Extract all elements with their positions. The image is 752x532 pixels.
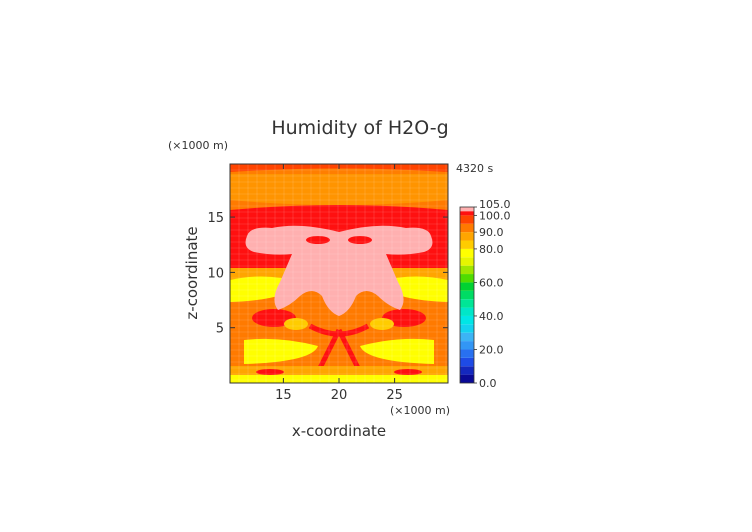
colorbar-swatch [460, 374, 474, 383]
time-label: 4320 s [456, 162, 493, 175]
colorbar-swatch [460, 332, 474, 342]
y-axis-ticks: 5 10 15 [207, 211, 448, 337]
colorbar-swatch [460, 257, 474, 266]
saturated-cloud [245, 225, 433, 316]
bottom-red-spot-left [256, 369, 284, 375]
gold-spot-right [370, 318, 394, 330]
y-axis-label: z-coordinate [183, 226, 201, 319]
bottom-red-spot-right [394, 369, 422, 375]
plot-grid [230, 164, 448, 383]
colorbar-swatch [460, 248, 474, 258]
y-tick-label: 5 [216, 322, 224, 337]
x-tick-label: 15 [275, 388, 292, 403]
colorbar-label: 100.0 [479, 209, 511, 222]
x-tick-label: 20 [331, 388, 348, 403]
colorbar-frame [459, 206, 475, 384]
y-unit-label: (×1000 m) [168, 139, 228, 152]
central-red-structure [308, 323, 370, 374]
colorbar-swatch [460, 349, 474, 358]
anvil-spot-right [348, 236, 372, 244]
upper-cap-band [230, 168, 448, 205]
colorbar-label: 90.0 [479, 226, 504, 239]
colorbar-swatch [460, 341, 474, 350]
colorbar-swatch [460, 232, 474, 241]
colorbar-swatch [460, 282, 474, 291]
colorbar-swatch [460, 223, 474, 233]
y-tick-label: 15 [207, 211, 224, 226]
x-unit-label: (×1000 m) [390, 404, 450, 417]
heatmap-field [230, 164, 448, 383]
yellow-right-lower [360, 338, 434, 364]
x-axis-ticks: 15 20 25 [275, 164, 403, 403]
colorbar-swatch [460, 240, 474, 249]
x-axis-label: x-coordinate [292, 422, 386, 440]
colorbar-swatch [460, 315, 474, 325]
chart-title: Humidity of H2O-g [271, 117, 448, 139]
colorbar-label: 40.0 [479, 310, 504, 323]
colorbar-swatch [460, 207, 474, 212]
y-tick-label: 10 [207, 266, 224, 281]
colorbar-swatch [460, 215, 474, 224]
bottom-orange-band [230, 366, 448, 376]
colorbar-swatch [460, 265, 474, 275]
x-tick-label: 25 [386, 388, 403, 403]
colorbar-label: 80.0 [479, 243, 504, 256]
anvil-spot-left [306, 236, 330, 244]
yellow-left-lower [244, 338, 318, 364]
colorbar-swatch [460, 357, 474, 367]
colorbar-swatch [460, 274, 474, 283]
colorbar-swatch [460, 290, 474, 300]
colorbar-label: 0.0 [479, 377, 497, 390]
gold-spot-left [284, 318, 308, 330]
colorbar-label: 105.0 [479, 198, 511, 211]
colorbar-swatch [460, 307, 474, 316]
colorbar-swatch [460, 324, 474, 333]
colorbar-label: 60.0 [479, 276, 504, 289]
colorbar-label: 20.0 [479, 343, 504, 356]
colorbar-swatch [460, 366, 474, 375]
colorbar-swatch [460, 211, 474, 216]
colorbar-swatch [460, 299, 474, 308]
